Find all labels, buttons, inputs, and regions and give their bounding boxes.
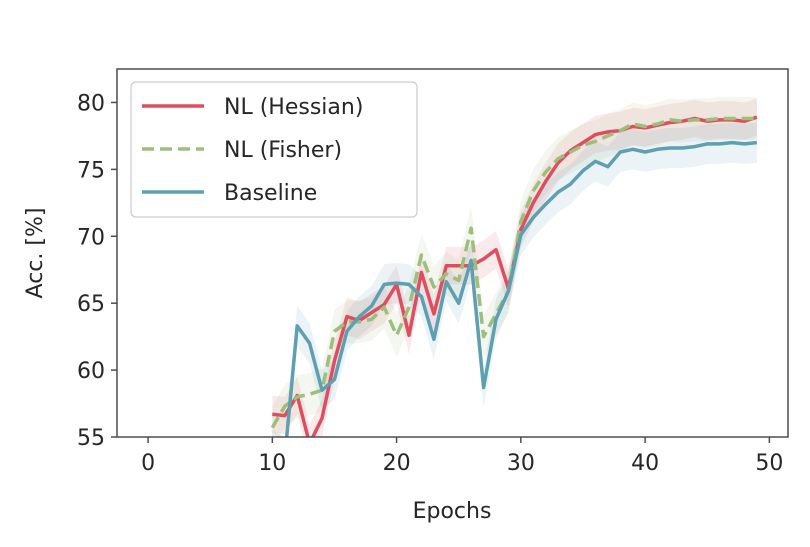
y-tick-label: 65 [77, 292, 105, 317]
legend-label: NL (Hessian) [224, 95, 363, 120]
legend: NL (Hessian) NL (Fisher) Baseline [130, 81, 418, 218]
x-tick-label: 30 [507, 451, 535, 476]
y-tick-label: 60 [77, 359, 105, 384]
y-axis-label: Acc. [%] [23, 208, 48, 299]
x-tick-label: 0 [141, 451, 155, 476]
y-tick-label: 75 [77, 158, 105, 183]
plot-frame [116, 68, 789, 438]
legend-box [130, 81, 418, 218]
band-baseline [272, 122, 757, 437]
legend-label: Baseline [224, 181, 317, 206]
y-tick-label: 80 [77, 91, 105, 116]
y-axis: 55 60 65 70 75 80 [77, 91, 117, 451]
legend-label: NL (Fisher) [224, 138, 342, 163]
y-tick-label: 70 [77, 225, 105, 250]
x-tick-label: 20 [383, 451, 411, 476]
series-lines [270, 115, 758, 437]
y-tick-label: 55 [77, 426, 105, 451]
x-axis-label: Epochs [413, 499, 492, 524]
x-tick-label: 40 [631, 451, 659, 476]
x-tick-label: 50 [755, 451, 783, 476]
line-baseline [284, 140, 758, 437]
x-tick-label: 10 [258, 451, 286, 476]
x-axis: 0 10 20 30 40 50 [141, 437, 783, 476]
